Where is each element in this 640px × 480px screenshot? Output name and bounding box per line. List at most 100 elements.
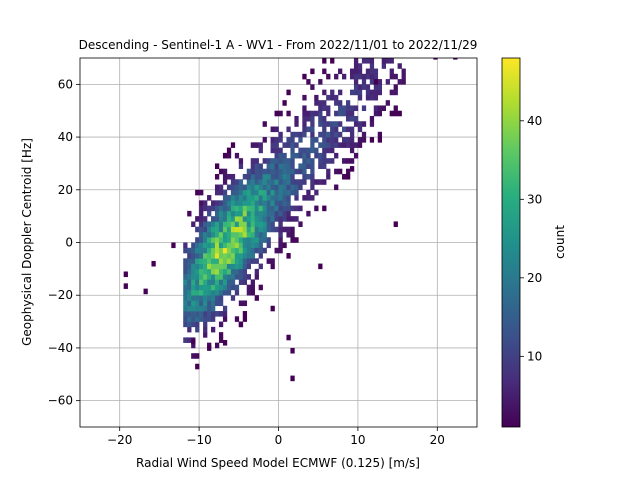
heatmap-cell	[369, 94, 375, 101]
heatmap-cell	[274, 126, 279, 133]
heatmap-cell	[302, 131, 307, 138]
heatmap-cell	[330, 142, 335, 148]
heatmap-cell	[326, 105, 331, 112]
heatmap-cell	[218, 295, 224, 301]
heatmap-cell	[238, 179, 244, 185]
heatmap-cell	[322, 58, 327, 64]
heatmap-cell	[266, 210, 271, 217]
heatmap-cell	[349, 73, 355, 80]
heatmap-cell	[258, 231, 263, 238]
heatmap-cell	[199, 247, 204, 254]
heatmap-cell	[211, 295, 216, 301]
heatmap-cell	[322, 121, 327, 127]
heatmap-cell	[222, 221, 228, 227]
heatmap-cell	[266, 258, 271, 264]
heatmap-cell	[373, 110, 379, 117]
heatmap-cell	[377, 105, 383, 112]
heatmap-cell	[369, 115, 375, 122]
heatmap-cell	[349, 126, 355, 133]
heatmap-cell	[274, 247, 279, 254]
heatmap-cell	[353, 121, 359, 127]
heatmap-cell	[318, 100, 323, 106]
heatmap-cell	[207, 311, 212, 317]
heatmap-cell	[270, 179, 275, 185]
heatmap-cell	[270, 126, 275, 133]
heatmap-cell-outlier	[123, 271, 128, 278]
heatmap-cell	[258, 173, 263, 180]
heatmap-cell	[266, 200, 271, 206]
heatmap-cell	[302, 94, 307, 101]
heatmap-cell	[361, 121, 367, 127]
heatmap-cell	[195, 258, 200, 264]
heatmap-cell	[326, 147, 331, 154]
heatmap-cell	[230, 195, 236, 201]
heatmap-cell	[214, 242, 220, 249]
heatmap-cell	[203, 295, 208, 301]
heatmap-cell	[230, 226, 236, 233]
heatmap-cell	[262, 173, 267, 180]
heatmap-cell	[207, 284, 212, 291]
heatmap-cell-outlier	[171, 242, 176, 249]
heatmap-cell	[230, 231, 236, 238]
heatmap-cell	[373, 68, 379, 75]
heatmap-cell	[238, 184, 244, 191]
heatmap-cell	[393, 84, 398, 90]
heatmap-cell	[254, 226, 259, 233]
heatmap-cell	[218, 258, 224, 264]
heatmap-cell	[246, 221, 252, 227]
heatmap-cell	[242, 231, 248, 238]
heatmap-cell	[373, 94, 379, 101]
heatmap-cell	[274, 173, 279, 180]
heatmap-cell	[222, 173, 228, 180]
heatmap-cell	[214, 247, 220, 254]
heatmap-cell	[242, 316, 248, 322]
heatmap-cell	[302, 152, 307, 159]
heatmap-cell	[377, 131, 383, 138]
heatmap-cell	[183, 274, 188, 280]
y-tick-label: −60	[48, 394, 73, 408]
heatmap-cell	[290, 152, 295, 159]
colorbar-tick-label: 10	[527, 349, 542, 363]
heatmap-cell	[218, 242, 224, 249]
heatmap-cell	[238, 231, 244, 238]
heatmap-cell	[282, 226, 287, 233]
heatmap-cell	[282, 152, 287, 159]
heatmap-cell	[211, 242, 216, 249]
heatmap-cell	[306, 126, 311, 133]
heatmap-cell	[357, 84, 363, 90]
heatmap-cell	[266, 168, 271, 175]
heatmap-cell	[230, 274, 236, 280]
heatmap-cell	[195, 305, 200, 312]
colorbar-tick-label: 30	[527, 192, 542, 206]
heatmap-cell	[226, 274, 232, 280]
heatmap-cell	[298, 168, 303, 175]
heatmap-cell	[258, 242, 263, 249]
heatmap-cell	[357, 94, 363, 101]
heatmap-cell	[234, 253, 240, 259]
heatmap-cell	[385, 79, 390, 85]
heatmap-cell	[314, 205, 319, 212]
heatmap-cell	[222, 242, 228, 249]
heatmap-cell	[199, 316, 204, 322]
heatmap-cell	[222, 274, 228, 280]
heatmap-cell	[222, 253, 228, 259]
heatmap-cell	[199, 300, 204, 307]
heatmap-cell	[318, 163, 323, 169]
heatmap-cell	[238, 221, 244, 227]
heatmap-cell	[254, 179, 259, 185]
heatmap-cell	[218, 226, 224, 233]
heatmap-cell	[262, 137, 267, 143]
heatmap-cell	[183, 242, 188, 249]
heatmap-cell	[290, 179, 295, 185]
heatmap-cell	[230, 279, 236, 285]
heatmap-cell	[203, 258, 208, 264]
heatmap-cell	[214, 200, 220, 206]
heatmap-cell	[214, 289, 220, 296]
heatmap-cell	[278, 237, 283, 243]
heatmap-cell	[254, 242, 259, 249]
heatmap-cell-outlier	[143, 288, 148, 295]
heatmap-cell-outlier	[191, 338, 196, 345]
heatmap-cell	[302, 173, 307, 180]
heatmap-cell	[250, 210, 255, 217]
heatmap-cell	[254, 184, 259, 191]
